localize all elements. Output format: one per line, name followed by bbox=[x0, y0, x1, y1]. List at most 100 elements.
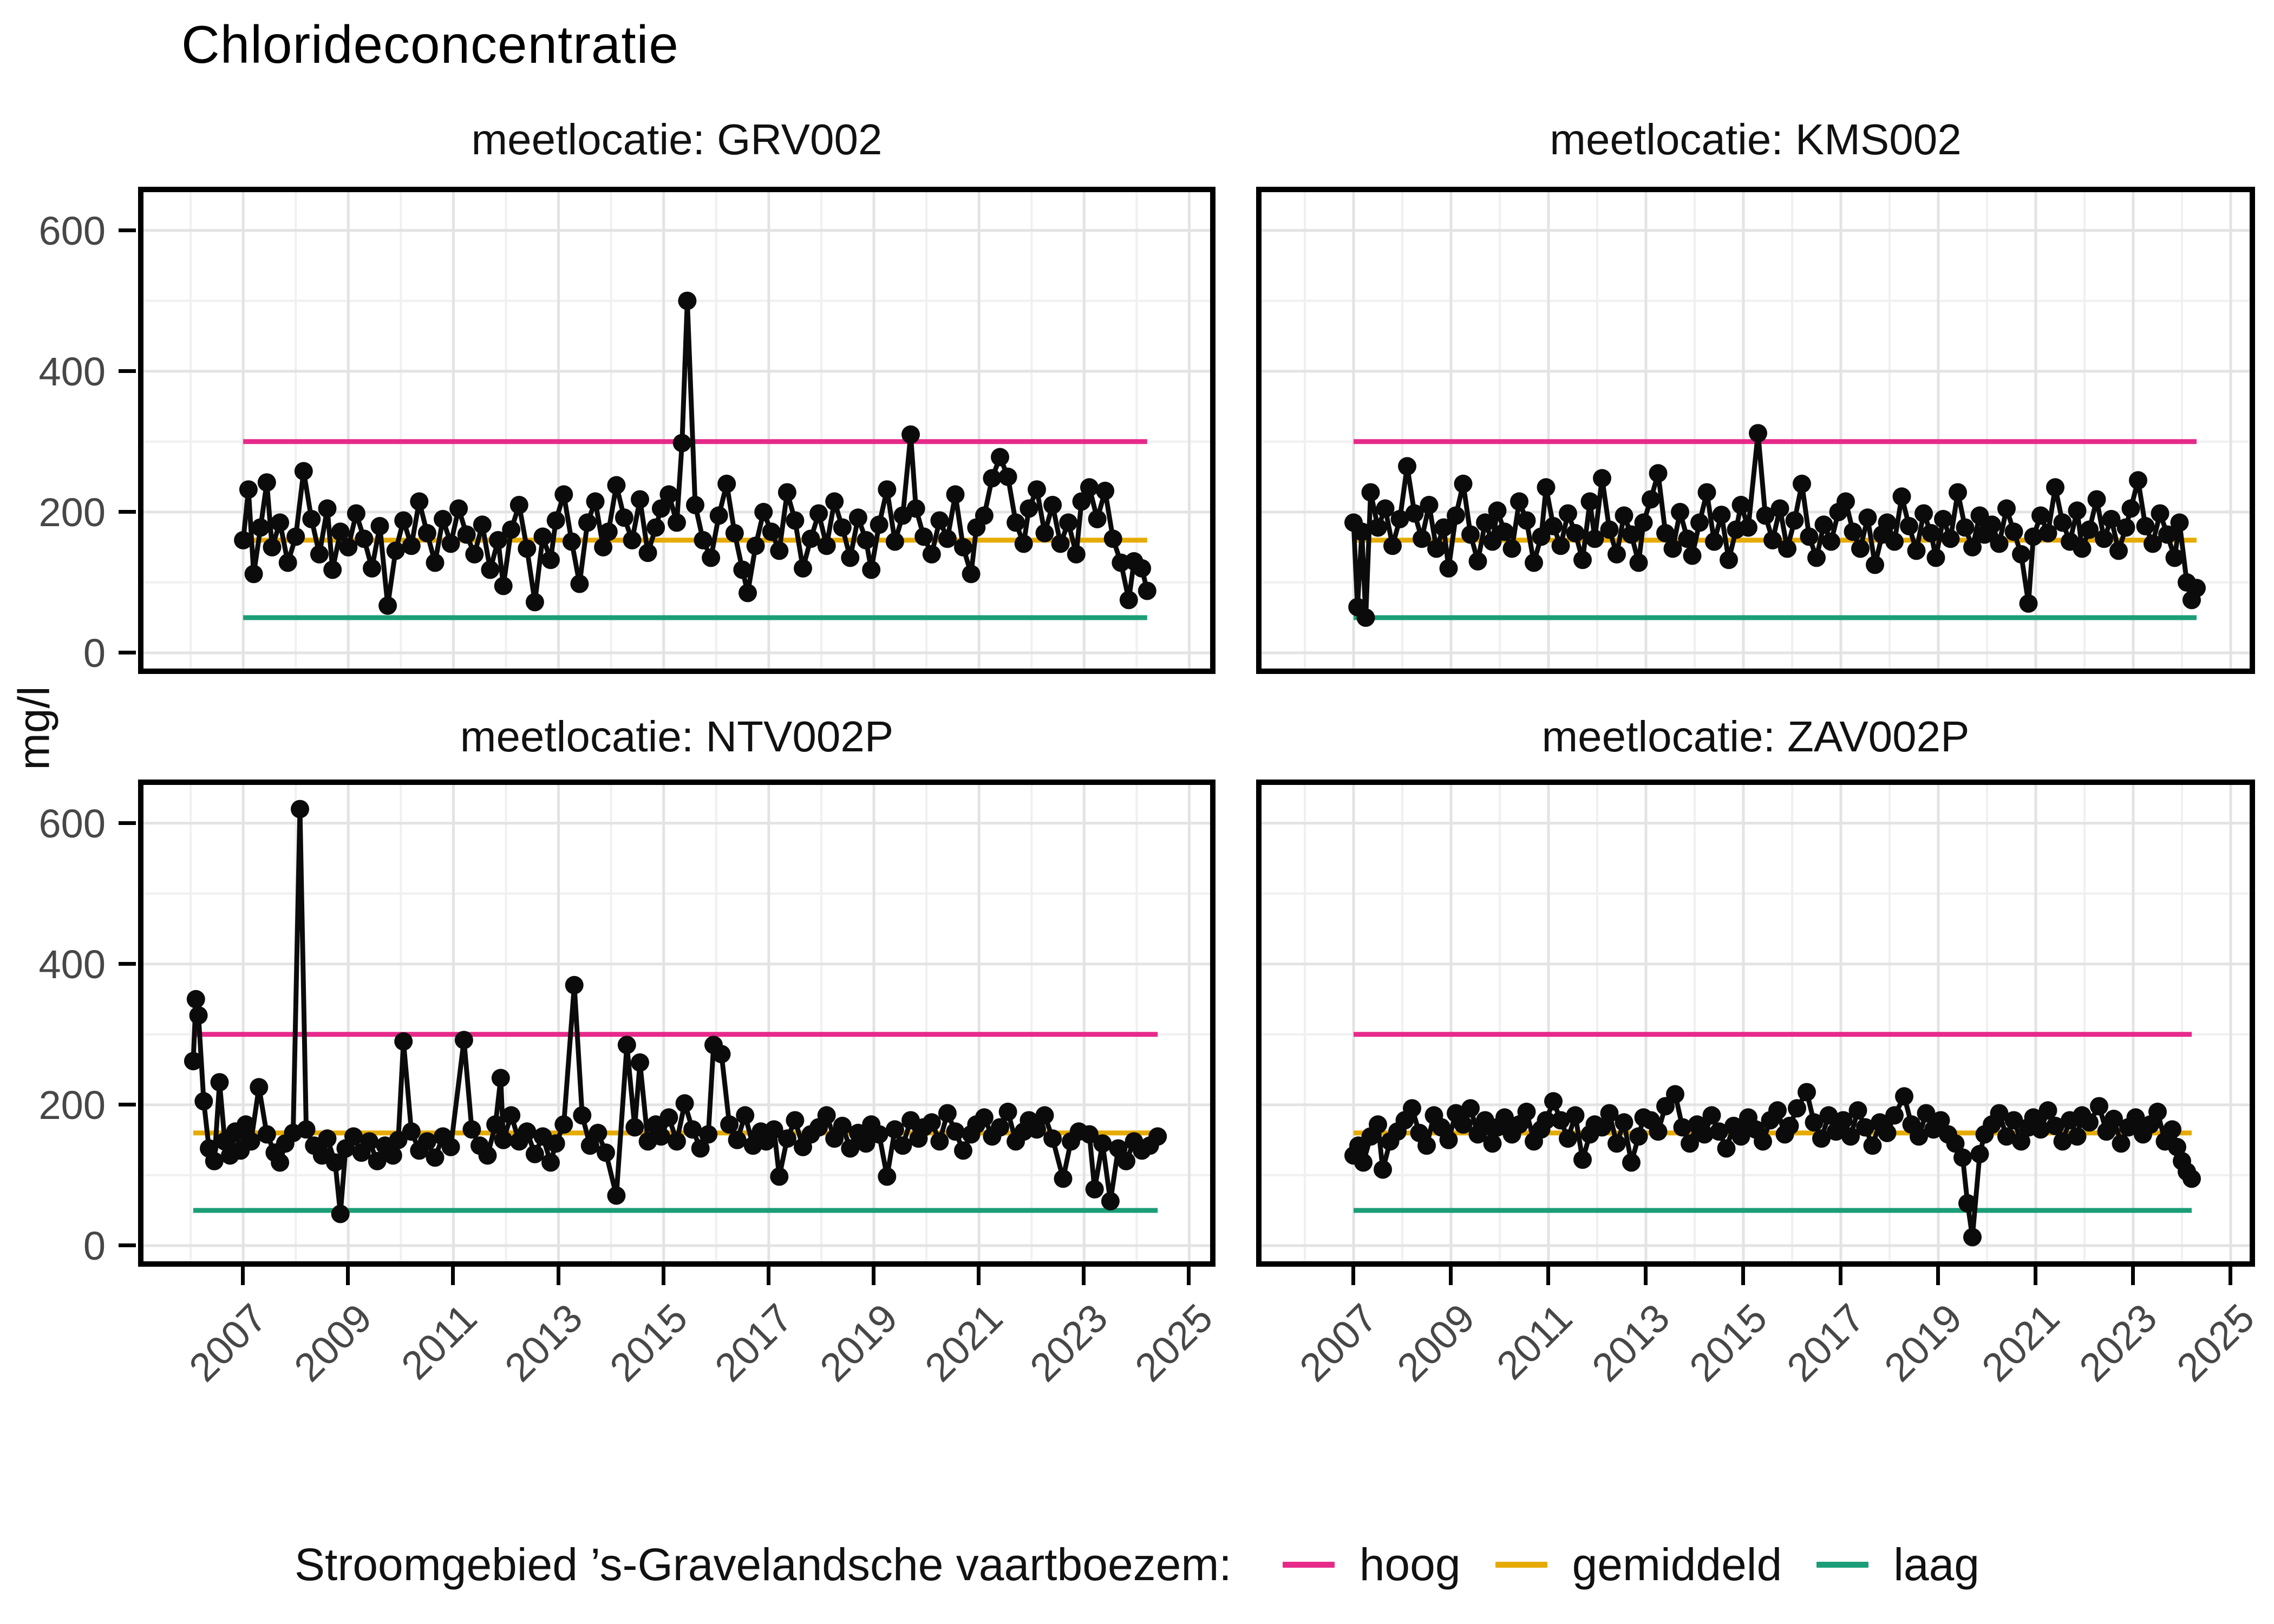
y-tick-mark bbox=[119, 369, 136, 373]
data-point bbox=[1593, 1118, 1611, 1137]
data-point bbox=[1917, 1104, 1936, 1123]
data-point bbox=[1851, 539, 1870, 558]
data-point bbox=[1488, 501, 1507, 520]
data-point bbox=[1573, 551, 1592, 569]
data-point bbox=[1697, 483, 1716, 502]
data-point bbox=[586, 492, 605, 511]
data-point bbox=[426, 553, 445, 572]
data-point bbox=[554, 1115, 573, 1134]
data-point bbox=[1983, 515, 2001, 534]
data-point bbox=[344, 1127, 363, 1146]
data-point bbox=[1629, 1127, 1648, 1146]
legend-item-gemiddeld: gemiddeld bbox=[1495, 1538, 1782, 1591]
hoog-line-key bbox=[1282, 1562, 1335, 1568]
data-point bbox=[1043, 495, 1062, 514]
data-point bbox=[998, 467, 1017, 486]
data-point bbox=[1369, 518, 1387, 537]
data-point bbox=[1600, 1104, 1619, 1123]
data-point bbox=[326, 1153, 344, 1172]
data-point bbox=[546, 1134, 565, 1153]
data-point bbox=[2012, 545, 2030, 564]
data-point bbox=[675, 1094, 694, 1113]
data-point bbox=[2136, 516, 2155, 535]
data-point bbox=[481, 560, 500, 579]
data-point bbox=[1671, 502, 1689, 521]
data-point bbox=[1517, 511, 1536, 530]
data-point bbox=[2095, 529, 2113, 548]
data-point bbox=[1502, 539, 1521, 558]
data-point bbox=[417, 1132, 436, 1151]
gemiddeld-line-key bbox=[1495, 1562, 1547, 1568]
data-point bbox=[607, 1186, 626, 1205]
data-point bbox=[1067, 545, 1086, 564]
data-point bbox=[2109, 541, 2128, 560]
data-point bbox=[441, 534, 460, 553]
data-point bbox=[1807, 548, 1826, 567]
data-point bbox=[2151, 504, 2170, 523]
data-point bbox=[777, 1129, 796, 1148]
data-point bbox=[189, 1006, 208, 1025]
data-point bbox=[1354, 1153, 1373, 1172]
data-point bbox=[1634, 513, 1653, 532]
data-point bbox=[1822, 532, 1840, 551]
data-point bbox=[1051, 534, 1070, 553]
data-point bbox=[494, 1130, 513, 1149]
data-point bbox=[1510, 492, 1528, 511]
data-point bbox=[1656, 523, 1675, 542]
data-point bbox=[1035, 523, 1054, 542]
data-point bbox=[770, 541, 789, 560]
data-point bbox=[2073, 539, 2092, 558]
data-point bbox=[1895, 1087, 1913, 1106]
data-point bbox=[1054, 1169, 1073, 1188]
data-point bbox=[1439, 1130, 1458, 1149]
x-tick-mark bbox=[1546, 1267, 1550, 1285]
data-point bbox=[1537, 1111, 1556, 1130]
data-point bbox=[347, 504, 365, 523]
data-point bbox=[770, 1167, 789, 1186]
data-point bbox=[717, 474, 736, 493]
data-point bbox=[271, 513, 290, 532]
y-tick-label: 200 bbox=[38, 1082, 106, 1128]
data-point bbox=[617, 1036, 636, 1055]
panel-ntv002p bbox=[138, 780, 1216, 1267]
y-tick-label: 600 bbox=[38, 208, 106, 253]
data-point bbox=[1551, 536, 1570, 555]
data-point bbox=[720, 1115, 739, 1134]
x-tick-mark bbox=[1741, 1267, 1745, 1285]
data-point bbox=[1398, 457, 1416, 476]
data-point bbox=[1035, 1106, 1054, 1125]
data-point bbox=[786, 511, 805, 530]
data-point bbox=[754, 502, 773, 521]
data-point bbox=[1756, 506, 1775, 525]
data-point bbox=[659, 485, 678, 504]
data-point bbox=[1695, 1125, 1714, 1144]
data-point bbox=[1356, 608, 1375, 627]
data-point bbox=[449, 499, 468, 518]
data-point bbox=[1352, 522, 1371, 541]
data-point bbox=[1573, 1150, 1592, 1169]
data-point bbox=[725, 523, 744, 542]
data-point bbox=[184, 1052, 202, 1071]
data-point bbox=[1483, 532, 1502, 551]
data-point bbox=[1731, 495, 1750, 514]
data-point bbox=[1544, 1092, 1563, 1111]
data-point bbox=[991, 1118, 1009, 1137]
data-point bbox=[1551, 1111, 1570, 1130]
data-point bbox=[186, 990, 205, 1009]
data-point bbox=[1956, 518, 1975, 537]
data-point bbox=[1622, 525, 1641, 544]
data-point bbox=[1788, 1099, 1806, 1118]
data-point bbox=[562, 532, 581, 551]
data-point bbox=[1926, 548, 1945, 567]
data-point bbox=[1093, 1134, 1112, 1153]
data-point bbox=[473, 515, 492, 534]
data-point bbox=[491, 1069, 510, 1088]
data-point bbox=[709, 506, 728, 525]
data-point bbox=[2068, 501, 2087, 520]
legend-item-hoog: hoog bbox=[1282, 1538, 1461, 1591]
x-tick-mark bbox=[1644, 1267, 1648, 1285]
x-tick-mark bbox=[872, 1267, 876, 1285]
data-point bbox=[1749, 424, 1767, 443]
data-point bbox=[1383, 536, 1402, 555]
data-point bbox=[2121, 499, 2140, 518]
